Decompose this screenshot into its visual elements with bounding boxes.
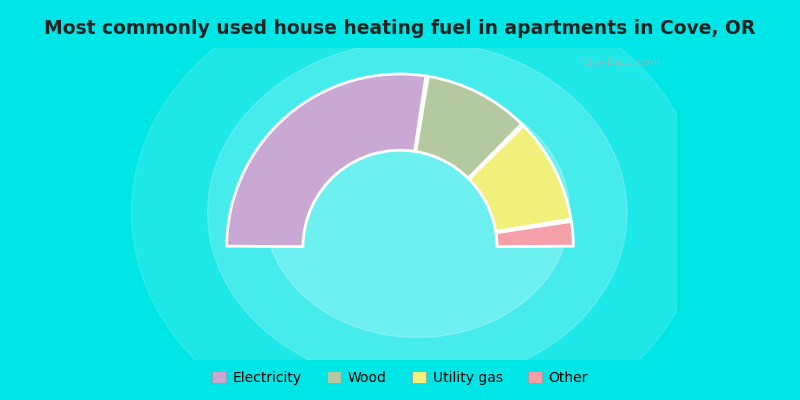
Text: City-Data.com: City-Data.com: [581, 57, 661, 67]
Ellipse shape: [265, 88, 570, 338]
Wedge shape: [496, 222, 574, 247]
Wedge shape: [226, 74, 426, 247]
Wedge shape: [469, 126, 571, 232]
Text: Most commonly used house heating fuel in apartments in Cove, OR: Most commonly used house heating fuel in…: [44, 19, 756, 38]
Ellipse shape: [207, 41, 627, 384]
Legend: Electricity, Wood, Utility gas, Other: Electricity, Wood, Utility gas, Other: [208, 367, 592, 389]
Wedge shape: [416, 76, 522, 178]
Ellipse shape: [131, 0, 703, 400]
